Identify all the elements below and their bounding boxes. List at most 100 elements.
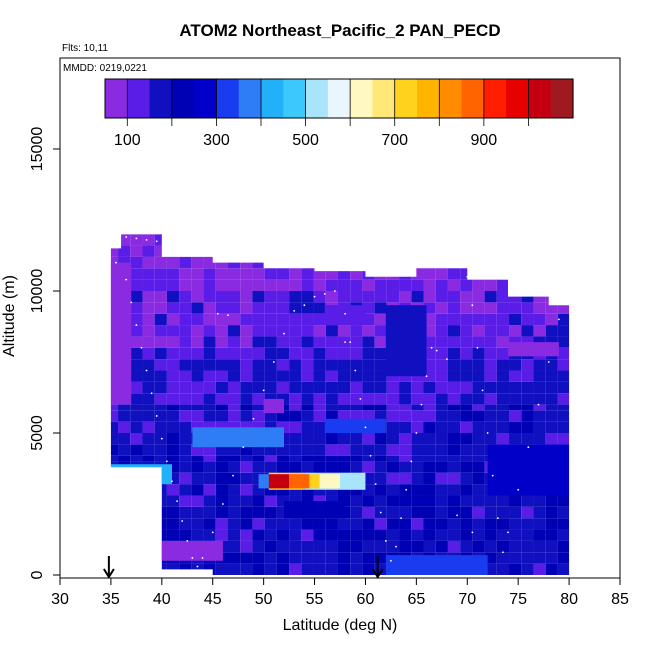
colorbar-swatch — [506, 79, 530, 118]
heat-cell — [423, 455, 436, 462]
heat-cell — [350, 495, 363, 507]
heat-cell — [521, 325, 534, 337]
heat-cell — [362, 518, 375, 530]
heat-cell — [228, 302, 241, 314]
heat-cell — [423, 410, 436, 422]
heat-cell — [313, 381, 326, 394]
heat-cell — [252, 302, 265, 314]
heat-cell — [313, 268, 326, 280]
heat-cell — [337, 563, 351, 575]
heat-cell — [374, 455, 387, 462]
heat-cell — [484, 325, 497, 337]
heat-cell — [399, 234, 412, 246]
heat-cell — [179, 393, 192, 405]
heat-cell — [362, 472, 375, 485]
heat-cell — [362, 359, 375, 371]
heat-cell — [264, 506, 277, 519]
heat-cell — [166, 245, 180, 257]
heat-cell — [276, 336, 290, 348]
heat-cell — [557, 421, 570, 433]
heat-cell — [264, 518, 277, 530]
heat-cell — [374, 347, 387, 360]
heat-cell — [325, 291, 338, 303]
heat-cell — [166, 455, 180, 462]
heat-cell — [545, 256, 558, 269]
heat-cell — [350, 245, 363, 257]
heat-cell — [289, 291, 302, 303]
heat-cell — [325, 540, 338, 553]
heat-cell — [484, 291, 497, 303]
heat-cell — [374, 291, 387, 303]
heat-cell — [337, 279, 351, 291]
heat-cell — [301, 421, 314, 433]
heat-cell — [545, 404, 558, 411]
track-point — [364, 426, 367, 429]
track-point — [379, 511, 382, 514]
heat-cell — [496, 381, 510, 394]
heatmap-cells — [110, 234, 582, 575]
heat-cell — [203, 325, 216, 337]
heat-cell — [130, 529, 143, 541]
heat-cell — [276, 359, 290, 371]
heat-cell — [472, 381, 485, 394]
track-point — [430, 346, 433, 349]
heat-cell — [570, 393, 582, 404]
heat-cell — [130, 302, 143, 314]
heat-cell — [374, 472, 387, 485]
heat-cell — [472, 393, 485, 405]
heat-cell — [325, 256, 338, 269]
heat-cell — [447, 325, 461, 337]
heat-cell — [374, 404, 387, 411]
heat-cell — [460, 444, 473, 456]
heat-cell — [484, 359, 497, 371]
heat-cell — [289, 433, 302, 445]
heat-cell — [423, 518, 436, 530]
heat-cell — [533, 410, 546, 422]
heat-cell — [276, 410, 290, 422]
heat-cell — [130, 455, 143, 462]
heat-cell — [423, 313, 436, 326]
heat-cell — [447, 484, 461, 496]
heat-cell — [179, 506, 192, 519]
heat-cell — [472, 370, 485, 382]
heat-cell — [276, 461, 290, 473]
heat-cell — [435, 268, 448, 280]
heat-cell — [154, 370, 167, 382]
heat-cell — [337, 529, 351, 541]
flights-label: Flts: 10,11 — [62, 43, 108, 54]
heat-cell — [521, 506, 534, 519]
heat-cell — [228, 256, 241, 269]
track-point — [359, 398, 362, 400]
heat-cell — [570, 291, 582, 302]
heat-cell — [313, 291, 326, 303]
heat-cell — [423, 302, 436, 314]
heat-cell — [110, 455, 119, 462]
heat-cell — [228, 347, 241, 360]
heat-cell — [110, 540, 119, 553]
plot-frame — [59, 57, 621, 579]
heat-cell — [264, 359, 277, 371]
heat-cell — [533, 495, 546, 507]
heat-cell — [423, 506, 436, 519]
heat-cell — [264, 325, 277, 337]
colorbar-frame — [104, 78, 574, 119]
heat-cell — [496, 421, 510, 433]
heat-cell — [289, 359, 302, 371]
heat-cell — [154, 325, 167, 337]
heat-cell — [570, 564, 582, 575]
heat-cell — [325, 529, 338, 541]
heat-cell — [110, 495, 119, 507]
heat-cell — [411, 256, 424, 269]
heat-cell — [570, 325, 582, 336]
heat-cell — [203, 291, 216, 303]
heat-cell — [337, 461, 351, 473]
heat-cell — [570, 405, 582, 411]
heat-cell — [484, 529, 497, 541]
heat-cell — [447, 245, 461, 257]
heat-cell — [264, 381, 277, 394]
track-point — [135, 324, 138, 326]
heat-cell — [240, 552, 253, 564]
heat-cell — [289, 404, 302, 411]
heat-cell — [374, 433, 387, 445]
heat-cell — [179, 472, 192, 485]
